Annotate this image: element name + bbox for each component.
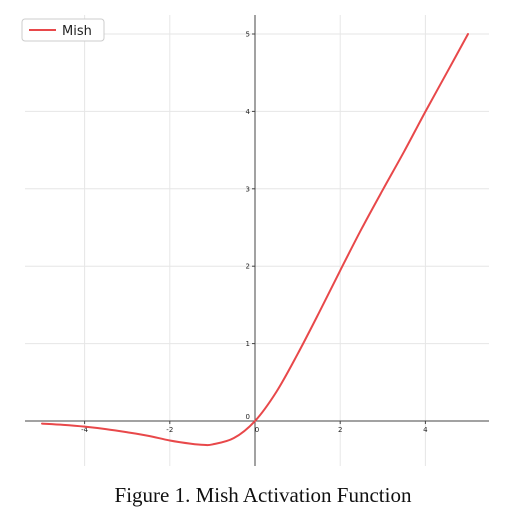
- legend-box: [21, 18, 105, 42]
- x-tick-label: -2: [166, 426, 173, 434]
- axes: [25, 15, 489, 466]
- y-tick-label: 2: [246, 263, 250, 271]
- legend: Mish: [21, 18, 105, 42]
- y-tick-label: 0: [246, 413, 250, 421]
- y-tick-label: 3: [246, 185, 250, 193]
- series-layer: [41, 33, 469, 447]
- x-tick-label: 0: [255, 426, 259, 434]
- x-tick-label: 2: [338, 426, 342, 434]
- x-tick-label: -4: [81, 426, 89, 434]
- y-tick-label: 4: [246, 108, 251, 116]
- y-tick-label: 1: [246, 340, 250, 348]
- figure-caption: Figure 1. Mish Activation Function: [115, 483, 412, 507]
- y-tick-label: 5: [246, 31, 250, 39]
- legend-label-mish: Mish: [62, 24, 92, 39]
- series-line-mish: [41, 33, 469, 447]
- tick-labels: -4 -2 0 2 4 1 2 3 4 5 0: [81, 31, 428, 435]
- grid: [25, 15, 489, 466]
- x-tick-label: 4: [423, 426, 428, 434]
